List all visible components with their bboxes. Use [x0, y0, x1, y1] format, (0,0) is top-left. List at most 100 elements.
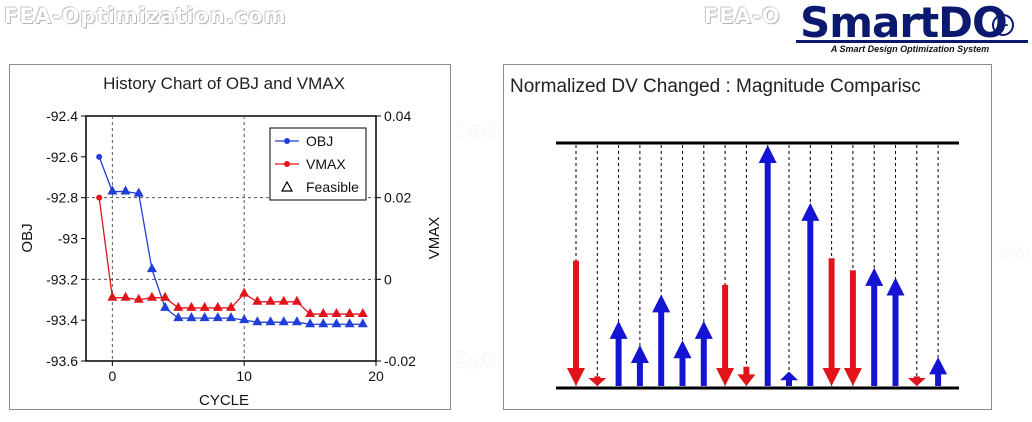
y-tick-label: -93.2	[46, 271, 78, 287]
dv-arrow-dv2	[588, 376, 607, 386]
x-tick-label: 20	[368, 368, 384, 384]
feasible-point-obj	[252, 316, 263, 326]
legend-obj-marker	[284, 138, 290, 144]
feasible-point-vmax	[120, 291, 131, 301]
watermark-faint-bottom: Opti	[452, 348, 500, 372]
feasible-point-vmax	[278, 295, 289, 305]
feasible-point-obj	[107, 185, 118, 195]
dv-arrow-head	[737, 374, 756, 386]
dv-arrow-head	[907, 378, 926, 386]
history-y-axis-label: OBJ	[19, 223, 36, 252]
dv-comparison-panel: Normalized DV Changed : Magnitude Compar…	[503, 64, 992, 410]
y2-tick-label: 0.04	[384, 108, 411, 124]
feasible-point-vmax	[160, 291, 171, 301]
dv-arrow-head	[652, 294, 671, 313]
dv-arrow-shaft	[722, 284, 729, 369]
dv-chart-title: Normalized DV Changed : Magnitude Compar…	[510, 76, 921, 97]
dv-arrow-dv15	[865, 267, 884, 386]
dv-arrow-shaft	[828, 258, 835, 369]
y-tick-label: -93.6	[46, 353, 78, 369]
dv-arrow-head	[865, 267, 884, 286]
dv-arrow-head	[886, 277, 905, 296]
legend-vmax-marker	[284, 161, 290, 167]
dv-arrow-shaft	[807, 219, 814, 386]
feasible-point-vmax	[173, 301, 184, 311]
history-x-ticks: 0 10 20	[108, 361, 384, 384]
point-vmax	[96, 194, 103, 201]
dv-arrow-head	[630, 345, 649, 364]
history-y-ticks: -92.4 -92.6 -92.8 -93 -93.2 -93.4 -93.6	[46, 108, 86, 369]
dv-arrow-head	[801, 202, 820, 221]
dv-arrow-dv7	[694, 320, 713, 386]
feasible-point-obj	[357, 318, 368, 328]
x-tick-label: 0	[108, 368, 116, 384]
dv-arrow-dv4	[630, 345, 649, 386]
feasible-point-vmax	[226, 301, 236, 311]
feasible-point-obj	[305, 318, 316, 328]
dv-arrow-shaft	[871, 284, 878, 386]
dv-arrow-head	[780, 371, 798, 381]
dv-arrow-dv5	[652, 294, 671, 386]
dv-arrow-shaft	[679, 357, 686, 386]
dv-arrow-shaft	[849, 270, 856, 369]
dv-arrow-dv8	[716, 284, 735, 386]
history-chart: History Chart of OBJ and VMAX -92.4 -92.6…	[19, 74, 443, 409]
dv-arrow-dv9	[737, 366, 756, 386]
history-chart-title: History Chart of OBJ and VMAX	[103, 74, 345, 93]
history-y2-axis-label: VMAX	[426, 217, 443, 260]
dv-arrow-shaft	[658, 311, 665, 386]
feasible-point-obj	[226, 312, 236, 322]
dv-arrow-shaft	[743, 366, 750, 376]
dv-arrow-shaft	[573, 260, 579, 369]
dv-arrow-head	[822, 368, 841, 386]
watermark-faint-mid: Opti	[452, 118, 500, 142]
legend-vmax-label: VMAX	[306, 156, 346, 172]
feasible-point-obj	[239, 314, 250, 324]
y-tick-label: -92.4	[46, 108, 78, 124]
feasible-point-vmax	[252, 295, 263, 305]
y-tick-label: -92.8	[46, 190, 78, 206]
smartdo-logo: SmartDO + A Smart Design Optimization Sy…	[796, 0, 1028, 56]
dv-arrow-head	[758, 145, 777, 163]
feasible-point-obj	[186, 312, 197, 322]
dv-arrow-dv1	[567, 260, 585, 386]
feasible-point-obj	[199, 312, 210, 322]
watermark-top-right: FEA-O	[704, 4, 781, 28]
dv-arrow-head	[716, 368, 735, 386]
y-tick-label: -93.4	[46, 312, 78, 328]
y-tick-label: -93	[58, 231, 78, 247]
dv-comparison-chart: Normalized DV Changed : Magnitude Compar…	[510, 76, 959, 390]
dv-arrow-dv14	[843, 270, 862, 386]
logo-underline	[796, 40, 1028, 43]
dv-arrow-dv3	[609, 320, 628, 386]
y-tick-label: -92.6	[46, 149, 78, 165]
dv-arrow-dv12	[801, 202, 820, 386]
dv-arrow-shaft	[594, 376, 601, 379]
dv-arrow-dv18	[929, 357, 948, 386]
y2-tick-label: 0.02	[384, 190, 411, 206]
dv-arrow-dv6	[673, 340, 692, 386]
dv-arrow-head	[588, 378, 607, 386]
feasible-point-obj	[331, 318, 342, 328]
dv-arrow-dv10	[758, 145, 777, 386]
feasible-point-obj	[318, 318, 329, 328]
dv-arrow-shaft	[636, 362, 643, 386]
history-series	[96, 153, 368, 328]
dv-arrow-head	[843, 368, 862, 386]
feasible-point-vmax	[331, 308, 342, 318]
feasible-point-obj	[120, 185, 131, 195]
feasible-point-obj	[133, 187, 144, 197]
watermark-top-left: FEA-Optimization.com	[4, 4, 287, 28]
dv-arrow-dv17	[907, 376, 926, 386]
dv-arrow-shaft	[892, 294, 899, 386]
feasible-point-obj	[146, 263, 157, 273]
feasible-point-obj	[265, 316, 276, 326]
feasible-point-vmax	[291, 295, 302, 305]
feasible-point-vmax	[344, 308, 355, 318]
watermark-faint-right: om	[994, 240, 1029, 264]
dv-arrow-shaft	[913, 376, 920, 379]
history-y2-ticks: 0.04 0.02 0 -0.02	[376, 108, 416, 369]
dv-arrow-head	[929, 357, 948, 375]
dv-arrow-shaft	[935, 373, 942, 386]
logo-tagline: A Smart Design Optimization System	[830, 44, 990, 54]
